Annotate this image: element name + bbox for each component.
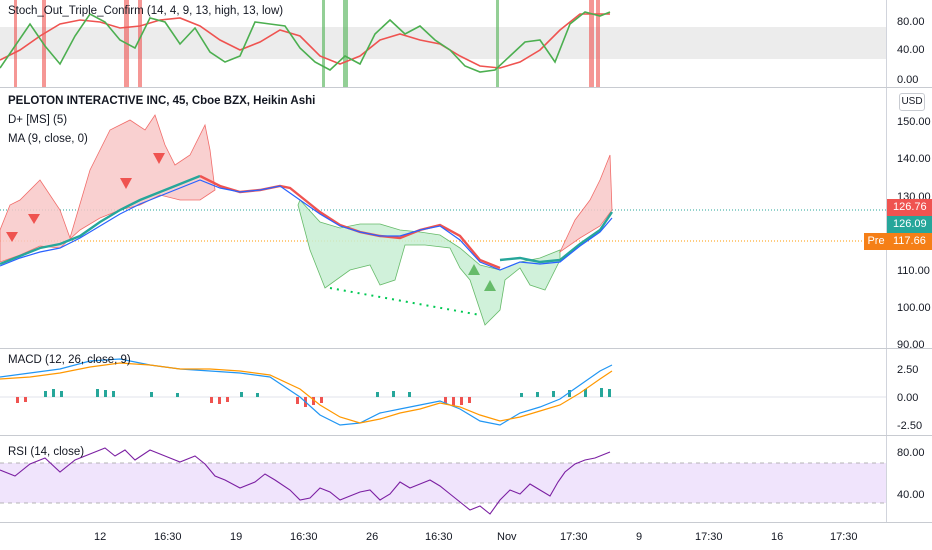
pane-separator[interactable] <box>0 87 932 88</box>
currency-button[interactable]: USD <box>899 93 925 111</box>
stoch-pane[interactable]: Stoch_Out_Triple_Confirm (14, 4, 9, 13, … <box>0 0 925 87</box>
stoch-label: Stoch_Out_Triple_Confirm (14, 4, 9, 13, … <box>8 5 284 17</box>
symbol-title[interactable]: PELOTON INTERACTIVE INC, 45, Cboe BZX, H… <box>8 95 316 107</box>
time-tick: 17:30 <box>695 531 723 543</box>
last-price-tag: 126.76 <box>887 199 932 216</box>
premarket-label: Pre <box>864 233 888 250</box>
indicator-ma-label[interactable]: MA (9, close, 0) <box>8 133 88 145</box>
price-plot <box>0 114 886 326</box>
time-tick: 26 <box>366 531 379 543</box>
macd-plot <box>0 358 886 426</box>
price-pane[interactable]: PELOTON INTERACTIVE INC, 45, Cboe BZX, H… <box>0 88 886 348</box>
time-tick: 9 <box>636 531 643 543</box>
pane-separator[interactable] <box>0 348 932 349</box>
rsi-label[interactable]: RSI (14, close) <box>8 446 85 458</box>
time-axis-border <box>0 522 932 523</box>
macd-tick-neg2.5: -2.50 <box>897 420 923 432</box>
premarket-price-tag: 117.66 <box>887 233 932 250</box>
price-scale-divider <box>886 0 887 522</box>
time-tick: 19 <box>230 531 243 543</box>
price-tick-140: 140.00 <box>897 153 931 165</box>
stoch-tick-40: 40.00 <box>897 44 925 56</box>
time-tick: 16:30 <box>154 531 182 543</box>
pane-separator[interactable] <box>0 435 932 436</box>
macd-label[interactable]: MACD (12, 26, close, 9) <box>8 354 131 366</box>
indicator-dplus-label[interactable]: D+ [MS] (5) <box>8 114 68 126</box>
macd-tick-0: 0.00 <box>897 392 919 404</box>
time-tick: 17:30 <box>560 531 588 543</box>
time-tick: 16:30 <box>290 531 318 543</box>
stoch-tick-80: 80.00 <box>897 16 925 28</box>
rsi-plot <box>0 447 886 515</box>
macd-pane[interactable]: MACD (12, 26, close, 9) <box>0 349 886 435</box>
time-tick: 16:30 <box>425 531 453 543</box>
price-tick-90: 90.00 <box>897 339 925 351</box>
time-tick: 17:30 <box>830 531 858 543</box>
time-tick: 16 <box>771 531 784 543</box>
macd-tick-2.5: 2.50 <box>897 364 919 376</box>
price-tick-150: 150.00 <box>897 116 931 128</box>
ma-value-tag: 126.09 <box>887 216 932 233</box>
price-tick-110: 110.00 <box>897 265 930 277</box>
rsi-pane[interactable]: RSI (14, close) <box>0 436 886 522</box>
time-tick: Nov <box>497 531 517 543</box>
stoch-tick-0: 0.00 <box>897 74 919 86</box>
rsi-tick-80: 80.00 <box>897 447 925 459</box>
stoch-plot <box>0 0 886 87</box>
price-tick-100: 100.00 <box>897 302 931 314</box>
rsi-tick-40: 40.00 <box>897 489 925 501</box>
time-tick: 12 <box>94 531 107 543</box>
